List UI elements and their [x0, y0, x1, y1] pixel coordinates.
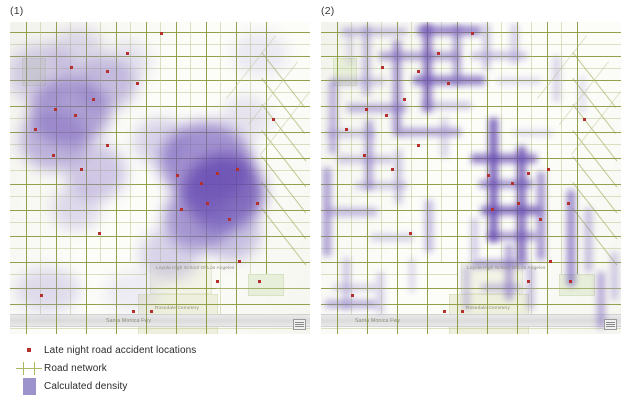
legend-label-density: Calculated density [44, 380, 128, 392]
accident-point [365, 108, 368, 111]
legend-label-roads: Road network [44, 362, 107, 374]
accident-point [272, 118, 275, 121]
accident-point [437, 52, 440, 55]
point-marker-icon [14, 348, 44, 352]
cemetery-label-2: Rosedale Cemetery [465, 306, 511, 311]
accident-point [256, 202, 259, 205]
panel-2-label: (2) [321, 5, 335, 17]
legend-item-density: Calculated density [14, 377, 334, 395]
accident-point [363, 154, 366, 157]
legend-item-accidents: Late night road accident locations [14, 341, 334, 359]
accident-point [52, 154, 55, 157]
accident-point [527, 280, 530, 283]
accident-point [54, 108, 57, 111]
accident-point [351, 294, 354, 297]
accident-point [461, 310, 464, 313]
panel-1-label: (1) [10, 5, 24, 17]
park-polygon-1b [248, 274, 284, 296]
accident-point [136, 82, 139, 85]
freeway-label-1: Santa Monica Fwy [106, 318, 152, 324]
legend-item-roads: Road network [14, 359, 334, 377]
accident-point [176, 174, 179, 177]
legend-label-accidents: Late night road accident locations [44, 344, 197, 356]
accident-point [180, 208, 183, 211]
accident-point [491, 208, 494, 211]
accident-point [443, 310, 446, 313]
accident-point [471, 32, 474, 35]
accident-point [569, 280, 572, 283]
freeway-label-2: Santa Monica Fwy [355, 318, 401, 324]
map-panel-2[interactable]: Santa Monica Fwy [321, 22, 621, 334]
accident-point [216, 280, 219, 283]
accident-point [106, 70, 109, 73]
accident-point [34, 128, 37, 131]
accident-point [258, 280, 261, 283]
accident-point [511, 182, 514, 185]
accident-point [567, 202, 570, 205]
accident-point [132, 310, 135, 313]
accident-point [70, 66, 73, 69]
accident-point [345, 128, 348, 131]
school-label-2: Loyola High School Of Los Angeles [467, 266, 546, 271]
accident-point [403, 98, 406, 101]
accident-point [206, 202, 209, 205]
accident-point [216, 172, 219, 175]
accident-point [200, 182, 203, 185]
accident-point [228, 218, 231, 221]
accident-point [238, 260, 241, 263]
accident-point [150, 310, 153, 313]
accident-point [539, 218, 542, 221]
accident-point [385, 114, 388, 117]
accident-point [40, 294, 43, 297]
accident-point [549, 260, 552, 263]
road-cross-icon [14, 361, 44, 375]
accident-point [236, 168, 239, 171]
accident-point [487, 174, 490, 177]
accident-point [98, 232, 101, 235]
accident-point [92, 98, 95, 101]
accident-point [517, 202, 520, 205]
cemetery-label-1: Rosedale Cemetery [154, 306, 200, 311]
accident-point [106, 144, 109, 147]
accident-point [126, 52, 129, 55]
accident-point [583, 118, 586, 121]
accident-point [391, 168, 394, 171]
freeway-band-1 [10, 314, 310, 327]
map-panel-1[interactable]: Santa Monica Fwy [10, 22, 310, 334]
accident-point [381, 66, 384, 69]
density-swatch-icon [14, 377, 44, 395]
freeway-band-2 [321, 314, 621, 327]
park-polygon-2b [559, 274, 595, 296]
accident-point [160, 32, 163, 35]
scale-widget-2[interactable] [604, 319, 617, 330]
accident-point [447, 82, 450, 85]
accident-point [417, 70, 420, 73]
accident-point [409, 232, 412, 235]
accident-point [80, 168, 83, 171]
accident-point [74, 114, 77, 117]
figure-legend: Late night road accident locations Road … [14, 341, 334, 395]
accident-point [547, 168, 550, 171]
scale-widget-1[interactable] [293, 319, 306, 330]
accident-point [417, 144, 420, 147]
accident-point [527, 172, 530, 175]
school-label-1: Loyola High School Of Los Angeles [156, 266, 235, 271]
